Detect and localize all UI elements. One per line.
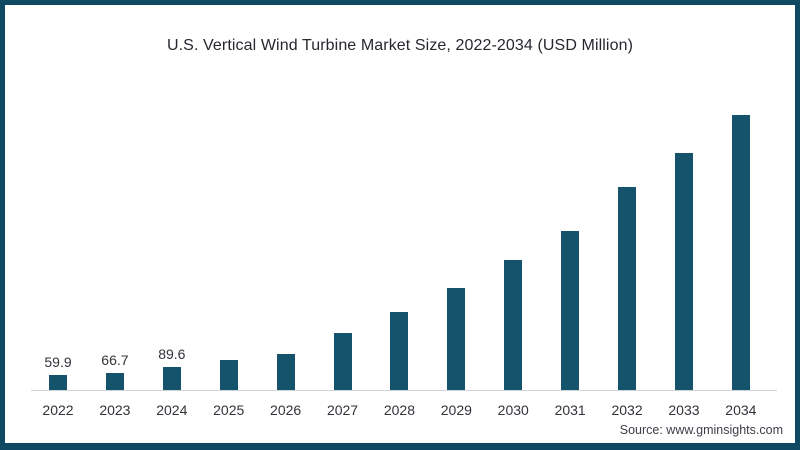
chart-title: U.S. Vertical Wind Turbine Market Size, … [166, 37, 634, 54]
x-axis-tick-label: 2022 [42, 402, 74, 418]
bar-2022: 59.9 2022 [42, 354, 73, 418]
bar-2030: 2030 [498, 260, 529, 418]
bar-value-label: 66.7 [101, 352, 129, 368]
x-axis-tick-label: 2027 [326, 402, 359, 418]
bar-2034: 2034 [725, 115, 756, 418]
bar-chart-plot-area: 59.9 2022 66.7 2023 89.6 2024 2025 2026 2027 2028… [42, 90, 756, 418]
bar-2023: 66.7 2023 [99, 352, 130, 418]
x-axis-tick-label: 2028 [383, 402, 416, 418]
x-axis-tick-label: 2029 [440, 402, 472, 418]
bar-value-label: 89.6 [158, 346, 186, 362]
x-axis-tick-label: 2026 [270, 402, 302, 418]
source-attribution: Source: www.gminsights.com [619, 423, 783, 437]
x-axis-tick-label: 2031 [554, 402, 586, 418]
bar-2024: 89.6 2024 [156, 346, 187, 418]
x-axis-tick-label: 2024 [156, 402, 188, 418]
x-axis-tick-label: 2034 [725, 402, 757, 418]
bar-2032: 2032 [611, 187, 643, 418]
x-axis-tick-label: 2032 [611, 402, 643, 418]
bar-2033: 2033 [668, 153, 700, 418]
x-axis-line [31, 390, 777, 391]
x-axis-tick-label: 2033 [668, 402, 700, 418]
x-axis-tick-label: 2030 [497, 402, 529, 418]
bar-2026: 2026 [270, 354, 301, 418]
bar-value-label: 59.9 [44, 354, 72, 370]
bar-2031: 2031 [555, 231, 586, 418]
x-axis-tick-label: 2023 [99, 402, 131, 418]
bar-2025: 2025 [213, 360, 244, 418]
x-axis-tick-label: 2025 [213, 402, 245, 418]
bar-2029: 2029 [441, 288, 472, 418]
bar-2027: 2027 [327, 333, 358, 418]
bar-2028: 2028 [384, 312, 415, 418]
